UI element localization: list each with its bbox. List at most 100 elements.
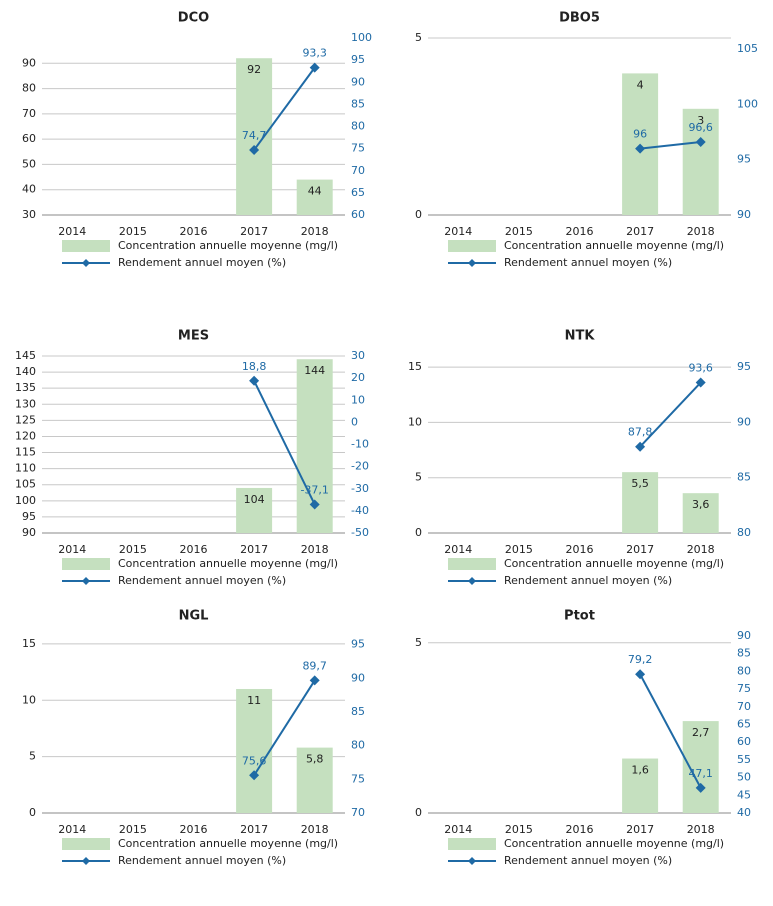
legend-swatch bbox=[448, 838, 496, 850]
x-tick-label: 2018 bbox=[301, 823, 329, 836]
legend-label: Rendement annuel moyen (%) bbox=[118, 854, 286, 867]
bar bbox=[236, 58, 273, 215]
bar bbox=[682, 493, 719, 533]
bar bbox=[236, 688, 273, 813]
x-tick-label: 2018 bbox=[687, 823, 715, 836]
y2-tick-label: 80 bbox=[351, 739, 365, 752]
line-label: -37,1 bbox=[300, 483, 328, 496]
line-label: 96,6 bbox=[688, 121, 713, 134]
bar-label: 44 bbox=[308, 185, 322, 198]
y2-tick-label: 85 bbox=[737, 471, 751, 484]
y-tick-label: 70 bbox=[22, 107, 36, 120]
x-tick-label: 2014 bbox=[444, 823, 472, 836]
y2-tick-label: 80 bbox=[351, 120, 365, 133]
chart-title: DCO bbox=[178, 11, 209, 26]
y-tick-label: 140 bbox=[15, 365, 36, 378]
line-marker bbox=[695, 377, 706, 388]
line-label: 89,7 bbox=[302, 659, 327, 672]
legend-marker bbox=[82, 577, 90, 585]
bar-label: 4 bbox=[637, 78, 644, 91]
y2-tick-label: 70 bbox=[737, 700, 751, 713]
legend-label: Concentration annuelle moyenne (mg/l) bbox=[118, 557, 338, 570]
chart-title: DBO5 bbox=[559, 11, 600, 26]
legend-swatch bbox=[448, 558, 496, 570]
y-tick-label: 5 bbox=[29, 750, 36, 763]
bar-label: 5,8 bbox=[306, 753, 324, 766]
y2-tick-label: 0 bbox=[351, 415, 358, 428]
y2-tick-label: 90 bbox=[351, 671, 365, 684]
y-tick-label: 0 bbox=[29, 806, 36, 819]
y-tick-label: 60 bbox=[22, 132, 36, 145]
legend-label: Rendement annuel moyen (%) bbox=[504, 256, 672, 269]
y2-tick-label: 75 bbox=[351, 142, 365, 155]
line-marker bbox=[309, 62, 320, 73]
line-marker bbox=[249, 375, 260, 386]
y-tick-label: 15 bbox=[408, 360, 422, 373]
y2-tick-label: 100 bbox=[351, 31, 372, 44]
line-label: 93,6 bbox=[688, 362, 713, 375]
y2-tick-label: 60 bbox=[351, 208, 365, 221]
y2-tick-label: 105 bbox=[737, 42, 758, 55]
y2-tick-label: 90 bbox=[737, 208, 751, 221]
x-tick-label: 2015 bbox=[505, 543, 533, 556]
x-tick-label: 2014 bbox=[58, 823, 86, 836]
y-tick-label: 100 bbox=[15, 494, 36, 507]
y2-tick-label: 10 bbox=[351, 393, 365, 406]
legend-marker bbox=[468, 259, 476, 267]
y2-tick-label: 95 bbox=[351, 53, 365, 66]
y2-tick-label: 55 bbox=[737, 753, 751, 766]
bar-label: 3 bbox=[697, 114, 704, 127]
y2-tick-label: 40 bbox=[737, 806, 751, 819]
y2-tick-label: 70 bbox=[351, 164, 365, 177]
bar-label: 5,5 bbox=[631, 477, 649, 490]
line-marker bbox=[695, 782, 706, 793]
line bbox=[253, 380, 316, 505]
legend-marker bbox=[468, 857, 476, 865]
legend-label: Concentration annuelle moyenne (mg/l) bbox=[504, 837, 724, 850]
y-tick-label: 40 bbox=[22, 183, 36, 196]
line bbox=[253, 67, 316, 151]
y2-tick-label: 90 bbox=[737, 629, 751, 642]
line-marker bbox=[249, 770, 260, 781]
line-label: 75,6 bbox=[242, 754, 267, 767]
chart-title: Ptot bbox=[564, 609, 595, 624]
line-label: 79,2 bbox=[628, 653, 653, 666]
y2-tick-label: 65 bbox=[351, 186, 365, 199]
bar bbox=[296, 179, 333, 215]
line-label: 47,1 bbox=[688, 767, 713, 780]
y-tick-label: 10 bbox=[408, 415, 422, 428]
x-tick-label: 2016 bbox=[566, 543, 594, 556]
bar-label: 11 bbox=[247, 694, 261, 707]
line-marker bbox=[635, 669, 646, 680]
y-tick-label: 130 bbox=[15, 397, 36, 410]
y2-tick-label: -10 bbox=[351, 438, 369, 451]
y2-tick-label: 95 bbox=[351, 638, 365, 651]
line-label: 96 bbox=[633, 128, 647, 141]
line bbox=[639, 140, 701, 150]
x-tick-label: 2014 bbox=[444, 543, 472, 556]
y2-tick-label: 70 bbox=[351, 806, 365, 819]
y-tick-label: 15 bbox=[22, 637, 36, 650]
y2-tick-label: 100 bbox=[737, 97, 758, 110]
y-tick-label: 95 bbox=[22, 510, 36, 523]
y-tick-label: 145 bbox=[15, 349, 36, 362]
line-label: 87,8 bbox=[628, 426, 653, 439]
y2-tick-label: 90 bbox=[351, 75, 365, 88]
y-tick-label: 110 bbox=[15, 462, 36, 475]
x-tick-label: 2015 bbox=[119, 543, 147, 556]
y-tick-label: 125 bbox=[15, 413, 36, 426]
y-tick-label: 0 bbox=[415, 526, 422, 539]
y2-tick-label: 45 bbox=[737, 788, 751, 801]
legend-marker bbox=[82, 857, 90, 865]
y2-tick-label: 30 bbox=[351, 349, 365, 362]
bar bbox=[682, 108, 719, 215]
bar bbox=[622, 472, 659, 533]
x-tick-label: 2018 bbox=[301, 225, 329, 238]
x-tick-label: 2014 bbox=[444, 225, 472, 238]
y-tick-label: 50 bbox=[22, 157, 36, 170]
x-tick-label: 2016 bbox=[180, 823, 208, 836]
legend-swatch bbox=[62, 558, 110, 570]
x-tick-label: 2017 bbox=[626, 543, 654, 556]
y2-tick-label: 80 bbox=[737, 664, 751, 677]
y-tick-label: 105 bbox=[15, 478, 36, 491]
